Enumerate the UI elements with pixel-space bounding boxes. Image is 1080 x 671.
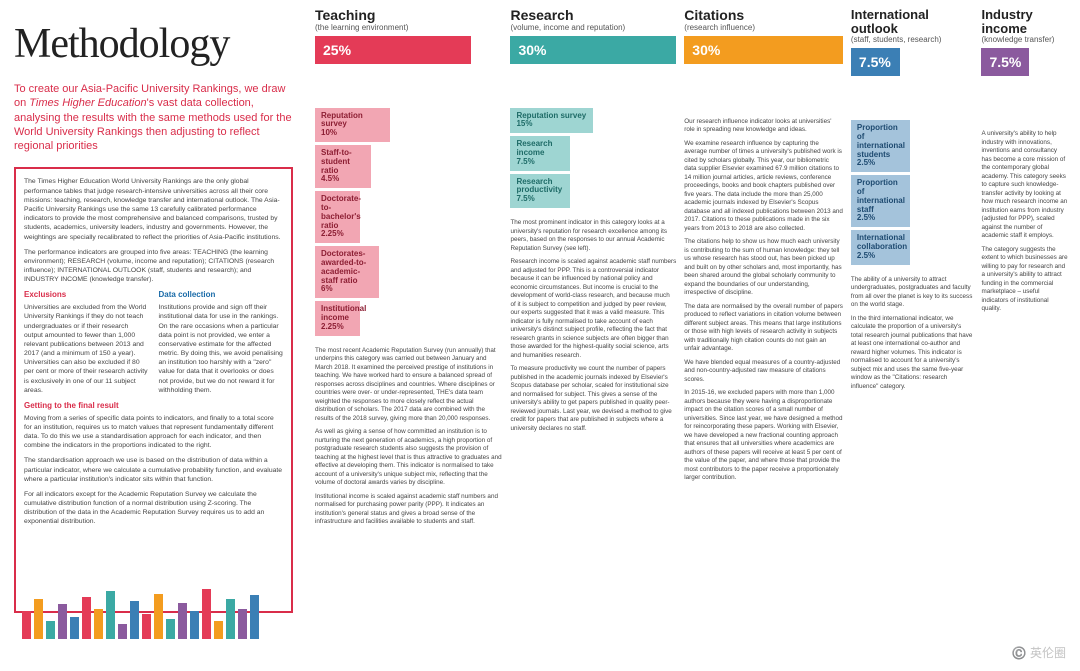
mini-bar [166,619,175,639]
mini-bar [70,617,79,639]
sub-indicator: Research productivity7.5% [510,174,676,208]
right-page: Teaching (the learning environment) 25% … [305,0,1080,671]
mini-bar [130,601,139,639]
teaching-title: Teaching [315,8,502,23]
mini-bar [202,589,211,639]
body-paragraph: The most recent Academic Reputation Surv… [315,347,502,424]
body-paragraph: Research income is scaled against academ… [510,258,676,360]
sub-indicator: Proportion of international students2.5% [851,120,974,172]
mini-bar [250,595,259,639]
teaching-body: The most recent Academic Reputation Surv… [315,347,502,532]
sub-indicator: Doctorates-awarded-to-academic-staff rat… [315,246,502,298]
intl-bars: Proportion of international students2.5%… [851,120,974,267]
mini-bar [118,624,127,639]
research-bars: Reputation survey15%Research income7.5% R… [510,108,676,211]
data-collection-heading: Data collection [159,290,284,301]
pillar-citations: Citations (research influence) 30% Our r… [684,8,843,661]
industry-subtitle: (knowledge transfer) [981,35,1068,44]
sub-indicator: International collaboration2.5% [851,230,974,264]
body-paragraph: The category suggests the extent to whic… [981,246,1068,314]
body-paragraph: Our research influence indicator looks a… [684,118,843,135]
intl-body: The ability of a university to attract u… [851,276,974,397]
body-paragraph: The ability of a university to attract u… [851,276,974,310]
final-heading: Getting to the final result [24,401,283,412]
research-pct: 30% [510,36,676,64]
exclusions-text: Universities are excluded from the World… [24,303,149,395]
intl-pct: 7.5% [851,48,900,76]
intro-text: To create our Asia-Pacific University Ra… [14,82,293,153]
body-paragraph: The citations help to show us how much e… [684,238,843,298]
mini-bar [106,591,115,639]
mini-bar [238,609,247,639]
final-p3: For all indicators except for the Academ… [24,490,283,527]
research-subtitle: (volume, income and reputation) [510,23,676,32]
body-paragraph: To measure productivity we count the num… [510,365,676,433]
intro-italic: Times Higher Education [29,97,146,109]
watermark: ©️ 英伦圈 [1012,644,1066,661]
sub-indicator: Reputation survey15% [510,108,676,134]
body-paragraph: The most prominent indicator in this cat… [510,219,676,253]
mini-bar [178,603,187,639]
intl-subtitle: (staff, students, research) [851,35,974,44]
teaching-pct: 25% [315,36,471,64]
body-paragraph: We have blended equal measures of a coun… [684,359,843,385]
mini-bar [58,604,67,639]
main-title: Methodology [14,20,293,68]
citations-title: Citations [684,8,843,23]
mini-bar [154,594,163,639]
sub-indicator: Staff-to-student ratio4.5% [315,145,502,188]
citations-subtitle: (research influence) [684,23,843,32]
body-p1: The Times Higher Education World Univers… [24,177,283,241]
pillar-industry: Industry income (knowledge transfer) 7.5… [981,8,1068,661]
data-collection-text: Institutions provide and sign off their … [159,303,284,395]
pillar-teaching: Teaching (the learning environment) 25% … [315,8,502,661]
body-paragraph: Institutional income is scaled against a… [315,493,502,527]
mini-bar [214,621,223,639]
teaching-subtitle: (the learning environment) [315,23,502,32]
mini-bar [94,609,103,639]
sub-indicator: Doctorate-to-bachelor's ratio2.25% [315,191,502,243]
mini-bar [82,597,91,639]
pillar-intl: International outlook (staff, students, … [851,8,974,661]
sub-indicator: Reputation survey10% [315,108,502,142]
body-paragraph: In 2015-16, we excluded papers with more… [684,389,843,483]
research-body: The most prominent indicator in this cat… [510,219,676,438]
body-paragraph: A university's ability to help industry … [981,130,1068,241]
mini-bar [22,611,31,639]
body-paragraph: In the third international indicator, we… [851,315,974,392]
body-text-block: The Times Higher Education World Univers… [14,167,293,612]
body-paragraph: As well as giving a sense of how committ… [315,428,502,488]
mini-bar [34,599,43,639]
research-title: Research [510,8,676,23]
body-p2: The performance indicators are grouped i… [24,248,283,285]
exclusions-heading: Exclusions [24,290,149,301]
final-p2: The standardisation approach we use is b… [24,456,283,484]
citations-pct: 30% [684,36,843,64]
citations-body: Our research influence indicator looks a… [684,118,843,488]
intl-title: International outlook [851,8,974,35]
body-paragraph: The data are normalised by the overall n… [684,303,843,354]
mini-bar-chart [22,579,259,639]
left-page: Methodology To create our Asia-Pacific U… [0,0,305,671]
mini-bar [142,614,151,639]
sub-indicator: Proportion of international staff2.5% [851,175,974,227]
sub-indicator: Research income7.5% [510,136,676,170]
pillar-research: Research (volume, income and reputation)… [510,8,676,661]
mini-bar [190,611,199,639]
industry-pct: 7.5% [981,48,1029,76]
teaching-bars: Reputation survey10%Staff-to-student rat… [315,108,502,339]
industry-body: A university's ability to help industry … [981,130,1068,319]
mini-bar [226,599,235,639]
body-paragraph: We examine research influence by capturi… [684,140,843,234]
mini-bar [46,621,55,639]
industry-title: Industry income [981,8,1068,35]
sub-indicator: Institutional income2.25% [315,301,502,335]
final-p1: Moving from a series of specific data po… [24,414,283,451]
